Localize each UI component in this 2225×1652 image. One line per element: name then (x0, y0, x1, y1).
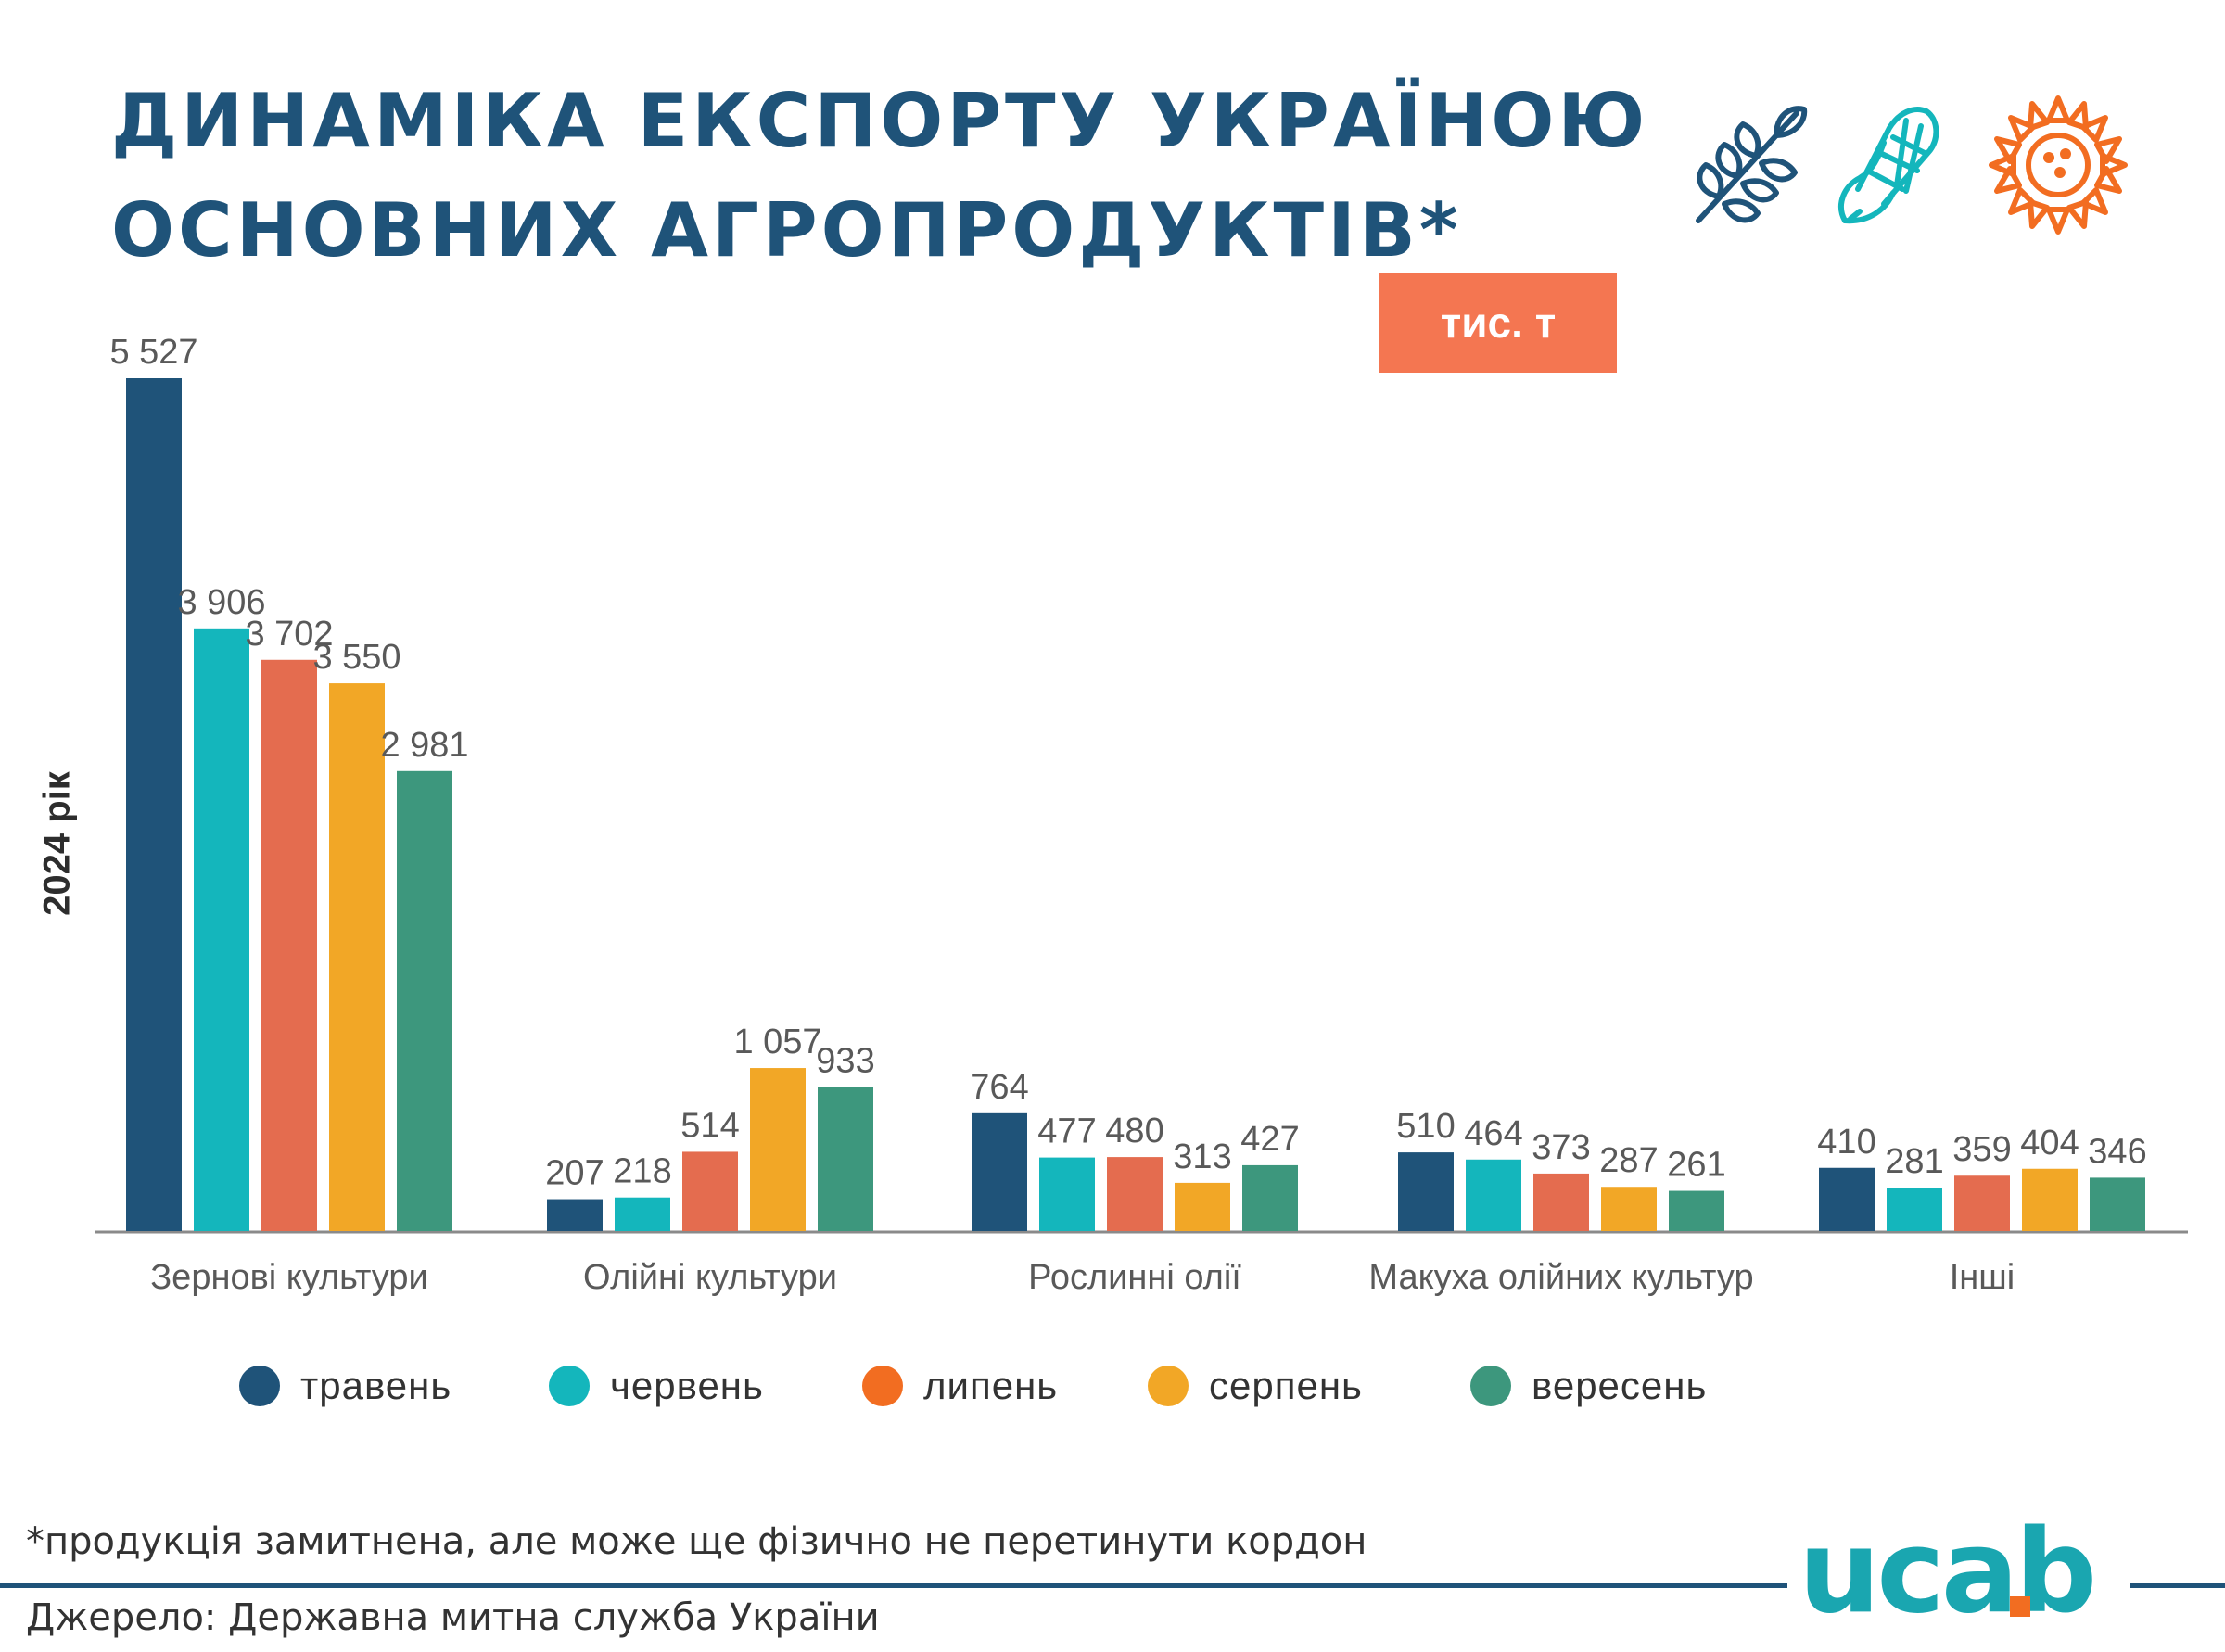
legend-item-lypen: липень (862, 1353, 1058, 1418)
data-label-lypen-0: 3 702 (245, 615, 333, 654)
bar-cherven-4 (1887, 1188, 1942, 1231)
sunflower-icon (1989, 95, 2128, 235)
bar-cherven-3 (1466, 1159, 1521, 1231)
bar-cherven-1 (615, 1197, 670, 1231)
bar-serpen-4 (2022, 1168, 2078, 1231)
legend-item-travnen: травень (239, 1353, 451, 1418)
data-label-serpen-3: 287 (1599, 1141, 1658, 1180)
legend-swatch-lypen (862, 1366, 903, 1406)
data-label-serpen-2: 313 (1173, 1137, 1231, 1176)
legend-swatch-veresen (1470, 1366, 1511, 1406)
bar-serpen-2 (1175, 1182, 1230, 1231)
bar-serpen-3 (1601, 1187, 1657, 1231)
legend-swatch-serpen (1148, 1366, 1189, 1406)
bar-serpen-1 (750, 1068, 806, 1231)
title-line-2: ОСНОВНИХ АГРОПРОДУКТІВ* (111, 187, 1462, 273)
data-label-lypen-2: 480 (1105, 1112, 1163, 1150)
category-label-4: Інші (1950, 1258, 2015, 1297)
footer-divider-left (0, 1583, 1787, 1588)
bar-veresen-2 (1242, 1164, 1298, 1231)
ucab-logo: ucab (1799, 1511, 2097, 1632)
title-line-1: ДИНАМІКА ЕКСПОРТУ УКРАЇНОЮ (111, 78, 1649, 164)
data-label-serpen-4: 404 (2020, 1124, 2079, 1163)
bar-veresen-3 (1669, 1190, 1724, 1231)
category-label-2: Рослинні олії (1028, 1258, 1241, 1297)
data-label-veresen-3: 261 (1667, 1146, 1725, 1185)
data-label-cherven-0: 3 906 (177, 583, 265, 622)
legend-item-veresen: вересень (1470, 1353, 1707, 1418)
data-label-cherven-4: 281 (1885, 1142, 1943, 1181)
bar-veresen-0 (397, 770, 452, 1231)
legend-label-cherven: червень (610, 1364, 764, 1407)
data-label-travnen-1: 207 (545, 1154, 604, 1193)
bar-veresen-4 (2090, 1177, 2145, 1231)
bar-serpen-0 (329, 683, 385, 1231)
bar-veresen-1 (818, 1087, 873, 1231)
data-label-travnen-2: 764 (970, 1068, 1028, 1107)
bar-lypen-2 (1107, 1157, 1163, 1231)
bar-cherven-0 (194, 628, 249, 1231)
bar-cherven-2 (1039, 1157, 1095, 1231)
category-label-3: Макуха олійних культур (1368, 1258, 1753, 1297)
legend-swatch-travnen (239, 1366, 280, 1406)
data-label-serpen-1: 1 057 (733, 1023, 821, 1061)
bar-travnen-0 (126, 378, 182, 1231)
bar-travnen-4 (1819, 1167, 1875, 1231)
legend: травень червень липень серпень вересень (239, 1353, 1778, 1418)
data-label-lypen-1: 514 (680, 1106, 739, 1145)
data-label-veresen-0: 2 981 (380, 726, 468, 765)
data-label-travnen-0: 5 527 (109, 333, 197, 372)
page-title: ДИНАМІКА ЕКСПОРТУ УКРАЇНОЮ ОСНОВНИХ АГРО… (111, 67, 1648, 286)
wheat-icon (1696, 106, 1808, 223)
source-note: Джерело: Державна митна служба України (26, 1596, 880, 1639)
legend-item-cherven: червень (549, 1353, 764, 1418)
bar-lypen-3 (1533, 1173, 1589, 1231)
logo-text: ucab (1799, 1511, 2093, 1632)
legend-item-serpen: серпень (1148, 1353, 1363, 1418)
bar-lypen-1 (682, 1151, 738, 1231)
data-label-cherven-2: 477 (1037, 1112, 1096, 1151)
logo-accent (2010, 1596, 2030, 1617)
data-label-travnen-3: 510 (1396, 1107, 1455, 1146)
unit-badge: тис. т (1380, 273, 1617, 373)
bar-travnen-2 (972, 1112, 1027, 1231)
data-label-cherven-3: 464 (1464, 1114, 1522, 1153)
legend-swatch-cherven (549, 1366, 590, 1406)
data-label-veresen-1: 933 (816, 1042, 874, 1081)
corn-icon (1838, 107, 1939, 224)
legend-label-serpen: серпень (1209, 1364, 1363, 1407)
legend-label-veresen: вересень (1532, 1364, 1708, 1407)
data-label-cherven-1: 218 (613, 1152, 671, 1191)
data-label-lypen-4: 359 (1952, 1130, 2011, 1169)
bar-lypen-0 (261, 659, 317, 1231)
legend-label-travnen: травень (300, 1364, 452, 1407)
bar-travnen-1 (547, 1199, 603, 1231)
data-label-travnen-4: 410 (1817, 1123, 1875, 1162)
data-label-veresen-4: 346 (2088, 1132, 2146, 1171)
crop-icons (1696, 95, 2128, 235)
legend-label-lypen: липень (923, 1364, 1059, 1407)
data-label-serpen-0: 3 550 (312, 638, 400, 677)
data-label-lypen-3: 373 (1532, 1128, 1590, 1167)
footnote: *продукція замитнена, але може ще фізичн… (26, 1520, 1367, 1563)
category-label-1: Олійні культури (583, 1258, 837, 1297)
data-label-veresen-2: 427 (1240, 1120, 1299, 1159)
bar-travnen-3 (1398, 1152, 1454, 1231)
category-label-0: Зернові культури (150, 1258, 428, 1297)
bar-lypen-4 (1954, 1175, 2010, 1231)
footer-divider-right (2130, 1583, 2225, 1588)
